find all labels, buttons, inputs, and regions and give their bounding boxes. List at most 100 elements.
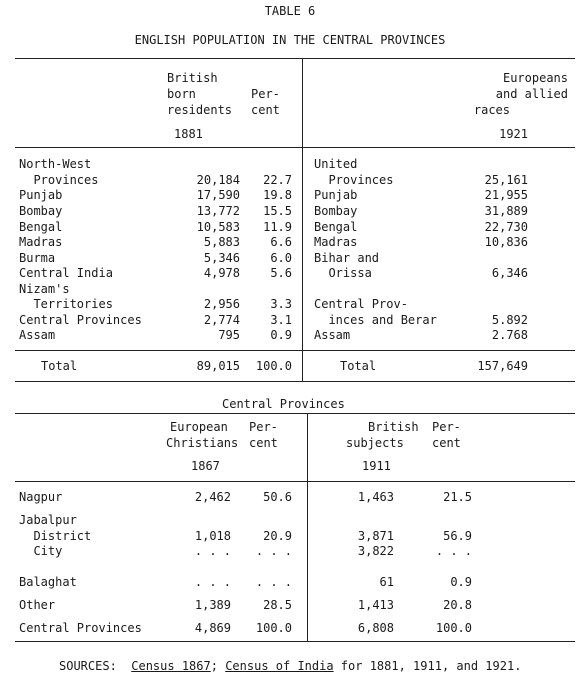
- header-year-1867: 1867: [191, 459, 220, 473]
- table-row-label: Bombay: [314, 204, 358, 218]
- total-percent: 100.0: [255, 359, 292, 373]
- header-percent-1: Per-: [251, 87, 280, 101]
- table-row-label: Balaghat: [19, 575, 77, 589]
- table-row-label: Orissa: [314, 266, 372, 280]
- header-percent-b2: cent: [432, 436, 461, 450]
- table-row-label: Bengal: [19, 220, 63, 234]
- total-label: Total: [340, 359, 377, 373]
- table-cell-number: 2.768: [491, 328, 528, 342]
- table-row-label: United: [314, 157, 358, 171]
- table-cell-a: 1,018: [194, 529, 231, 543]
- table-cell-a-percent: 20.9: [263, 529, 292, 543]
- table-row-label: Other: [19, 598, 56, 612]
- table-row-label: District: [19, 529, 92, 543]
- table-cell-a: 1,389: [194, 598, 231, 612]
- table-cell-b: 1,413: [357, 598, 394, 612]
- source-census-1867: Census 1867: [131, 659, 211, 673]
- table-row-label: Assam: [19, 328, 56, 342]
- header-year-1911: 1911: [362, 459, 391, 473]
- table-cell-a-percent: 100.0: [255, 621, 292, 635]
- table-row-label: Provinces: [314, 173, 394, 187]
- sources-separator: ;: [210, 659, 218, 673]
- table-row-label: North-West: [19, 157, 92, 171]
- table-cell-a: 4,869: [194, 621, 231, 635]
- table-cell-a: 2,462: [194, 490, 231, 504]
- table-cell-number: 13,772: [196, 204, 240, 218]
- header-percent-2: cent: [251, 103, 280, 117]
- table-cell-b-percent: 0.9: [450, 575, 472, 589]
- table-cell-percent: 6.0: [270, 251, 292, 265]
- table-row-label: Territories: [19, 297, 113, 311]
- table-cell-a: . . .: [194, 575, 231, 589]
- table-row-label: Madras: [314, 235, 358, 249]
- bottom-top-rule: [15, 413, 575, 414]
- total-number: 157,649: [477, 359, 528, 373]
- table-cell-number: 2,956: [203, 297, 240, 311]
- table-cell-percent: 6.6: [270, 235, 292, 249]
- table-row-label: Madras: [19, 235, 63, 249]
- table-row-label: Provinces: [19, 173, 99, 187]
- sources-label: SOURCES:: [59, 659, 117, 673]
- table-cell-number: 10,583: [196, 220, 240, 234]
- table-row-label: Assam: [314, 328, 351, 342]
- total-number: 89,015: [196, 359, 240, 373]
- table-row-label: Central Provinces: [19, 621, 142, 635]
- table-row-label: Bengal: [314, 220, 358, 234]
- table-cell-a-percent: . . .: [255, 575, 292, 589]
- header-subjects: subjects: [346, 436, 404, 450]
- table-cell-number: 4,978: [203, 266, 240, 280]
- table-cell-b-percent: 56.9: [443, 529, 472, 543]
- table-cell-number: 10,836: [484, 235, 528, 249]
- table-number: TABLE 6: [264, 4, 316, 18]
- header-european: European: [170, 420, 228, 434]
- table-row-label: Nizam's: [19, 282, 70, 296]
- table-row-label: City: [19, 544, 63, 558]
- header-year-1881: 1881: [174, 127, 203, 141]
- header-year-1921: 1921: [499, 127, 528, 141]
- header-residents: residents: [167, 103, 233, 117]
- table-row-label: Bihar and: [314, 251, 380, 265]
- table-cell-a-percent: 50.6: [263, 490, 292, 504]
- table-cell-number: 5,883: [203, 235, 240, 249]
- table-cell-b-percent: 21.5: [443, 490, 472, 504]
- table-cell-percent: 5.6: [270, 266, 292, 280]
- header-percent-b1: Per-: [432, 420, 461, 434]
- table-cell-b-percent: 100.0: [435, 621, 472, 635]
- header-europeans: Europeans: [502, 71, 568, 85]
- table-cell-a-percent: . . .: [255, 544, 292, 558]
- table-row-label: inces and Berar: [314, 313, 437, 327]
- header-allied: and allied: [495, 87, 568, 101]
- table-cell-number: 5.892: [491, 313, 528, 327]
- header-percent-a1: Per-: [249, 420, 278, 434]
- table-cell-percent: 22.7: [263, 173, 292, 187]
- table-cell-a-percent: 28.5: [263, 598, 292, 612]
- table-cell-number: 21,955: [484, 188, 528, 202]
- table-cell-number: 17,590: [196, 188, 240, 202]
- header-rule: [15, 147, 575, 148]
- source-census-of-india: Census of India: [225, 659, 334, 673]
- table-cell-percent: 3.1: [270, 313, 292, 327]
- bottom-bottom-rule: [15, 641, 575, 642]
- header-christians: Christians: [166, 436, 239, 450]
- header-british: British: [167, 71, 218, 85]
- table-cell-b: 1,463: [357, 490, 394, 504]
- table-row-label: Central Provinces: [19, 313, 142, 327]
- total-label: Total: [41, 359, 78, 373]
- table-cell-percent: 19.8: [263, 188, 292, 202]
- top-vertical-divider: [302, 58, 303, 382]
- table-cell-b-percent: 20.8: [443, 598, 472, 612]
- header-percent-a2: cent: [249, 436, 278, 450]
- table-cell-percent: 0.9: [270, 328, 292, 342]
- table-cell-number: 795: [218, 328, 240, 342]
- table-cell-percent: 11.9: [263, 220, 292, 234]
- total-rule-bottom: [15, 381, 575, 382]
- table-cell-b: 61: [379, 575, 394, 589]
- table-row-label: Central Prov-: [314, 297, 408, 311]
- table-cell-a: . . .: [194, 544, 231, 558]
- sources-rest: for 1881, 1911, and 1921.: [333, 659, 522, 673]
- sources-note: SOURCES: Census 1867; Census of India fo…: [59, 659, 521, 673]
- table-row-label: Burma: [19, 251, 56, 265]
- table-row-label: Central India: [19, 266, 113, 280]
- table-cell-number: 2,774: [203, 313, 240, 327]
- table-row-label: Nagpur: [19, 490, 63, 504]
